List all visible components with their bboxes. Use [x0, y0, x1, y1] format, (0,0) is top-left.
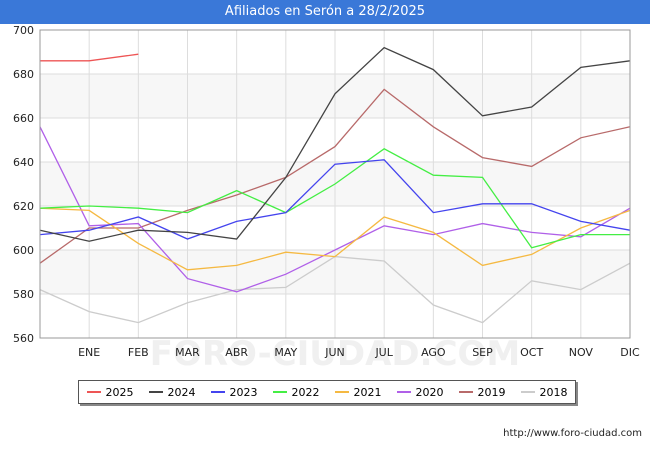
x-tick-label: MAY	[274, 346, 297, 359]
x-tick-label: ENE	[78, 346, 100, 359]
series-line-2025	[40, 53, 139, 62]
y-tick-label: 620	[13, 200, 34, 213]
series-line-2023	[39, 159, 631, 240]
legend-label: 2022	[291, 385, 320, 399]
legend-swatch	[458, 391, 473, 393]
legend-item-2023: 2023	[210, 385, 258, 399]
y-tick-label: 600	[13, 244, 34, 257]
watermark: FORO-CIUDAD.COM	[150, 334, 521, 374]
series-line-2021	[39, 207, 631, 271]
x-tick-label: ABR	[225, 346, 248, 359]
series-line-2019	[39, 88, 631, 264]
legend-label: 2018	[539, 385, 568, 399]
x-tick-label: JUL	[374, 346, 393, 359]
series-line-2020	[39, 126, 631, 293]
legend-item-2020: 2020	[396, 385, 444, 399]
y-tick-label: 660	[13, 112, 34, 125]
legend-swatch	[334, 391, 349, 393]
y-tick-label: 700	[13, 24, 34, 37]
x-tick-label: SEP	[472, 346, 493, 359]
x-tick-label: DIC	[620, 346, 640, 359]
chart-title: Afiliados en Serón a 28/2/2025	[0, 0, 650, 24]
x-tick-label: NOV	[569, 346, 594, 359]
legend-label: 2020	[415, 385, 444, 399]
legend-label: 2023	[229, 385, 258, 399]
series-line-2022	[39, 148, 630, 249]
footer-url: http://www.foro-ciudad.com	[503, 428, 642, 439]
legend-item-2021: 2021	[334, 385, 382, 399]
legend-swatch	[86, 391, 101, 393]
y-tick-label: 580	[13, 288, 34, 301]
legend-label: 2025	[105, 385, 134, 399]
legend-label: 2024	[167, 385, 196, 399]
legend-item-2024: 2024	[148, 385, 196, 399]
x-tick-label: JUN	[324, 346, 345, 359]
legend: 2025 2024 2023 2022 2021 2020 2019 2018	[78, 380, 576, 404]
plot-frame	[39, 29, 631, 339]
legend-label: 2021	[353, 385, 382, 399]
legend-label: 2019	[477, 385, 506, 399]
legend-swatch	[148, 391, 163, 393]
legend-swatch	[272, 391, 287, 393]
legend-item-2025: 2025	[86, 385, 134, 399]
legend-swatch	[396, 391, 411, 393]
x-tick-label: MAR	[175, 346, 200, 359]
x-tick-label: FEB	[128, 346, 149, 359]
legend-item-2022: 2022	[272, 385, 320, 399]
x-tick-label: OCT	[520, 346, 543, 359]
y-tick-label: 560	[13, 332, 34, 345]
legend-swatch	[210, 391, 225, 393]
y-tick-label: 640	[13, 156, 34, 169]
y-tick-label: 680	[13, 68, 34, 81]
x-tick-label: AGO	[421, 346, 446, 359]
legend-item-2018: 2018	[520, 385, 568, 399]
series-line-2024	[39, 46, 631, 242]
legend-item-2019: 2019	[458, 385, 506, 399]
legend-swatch	[520, 391, 535, 393]
